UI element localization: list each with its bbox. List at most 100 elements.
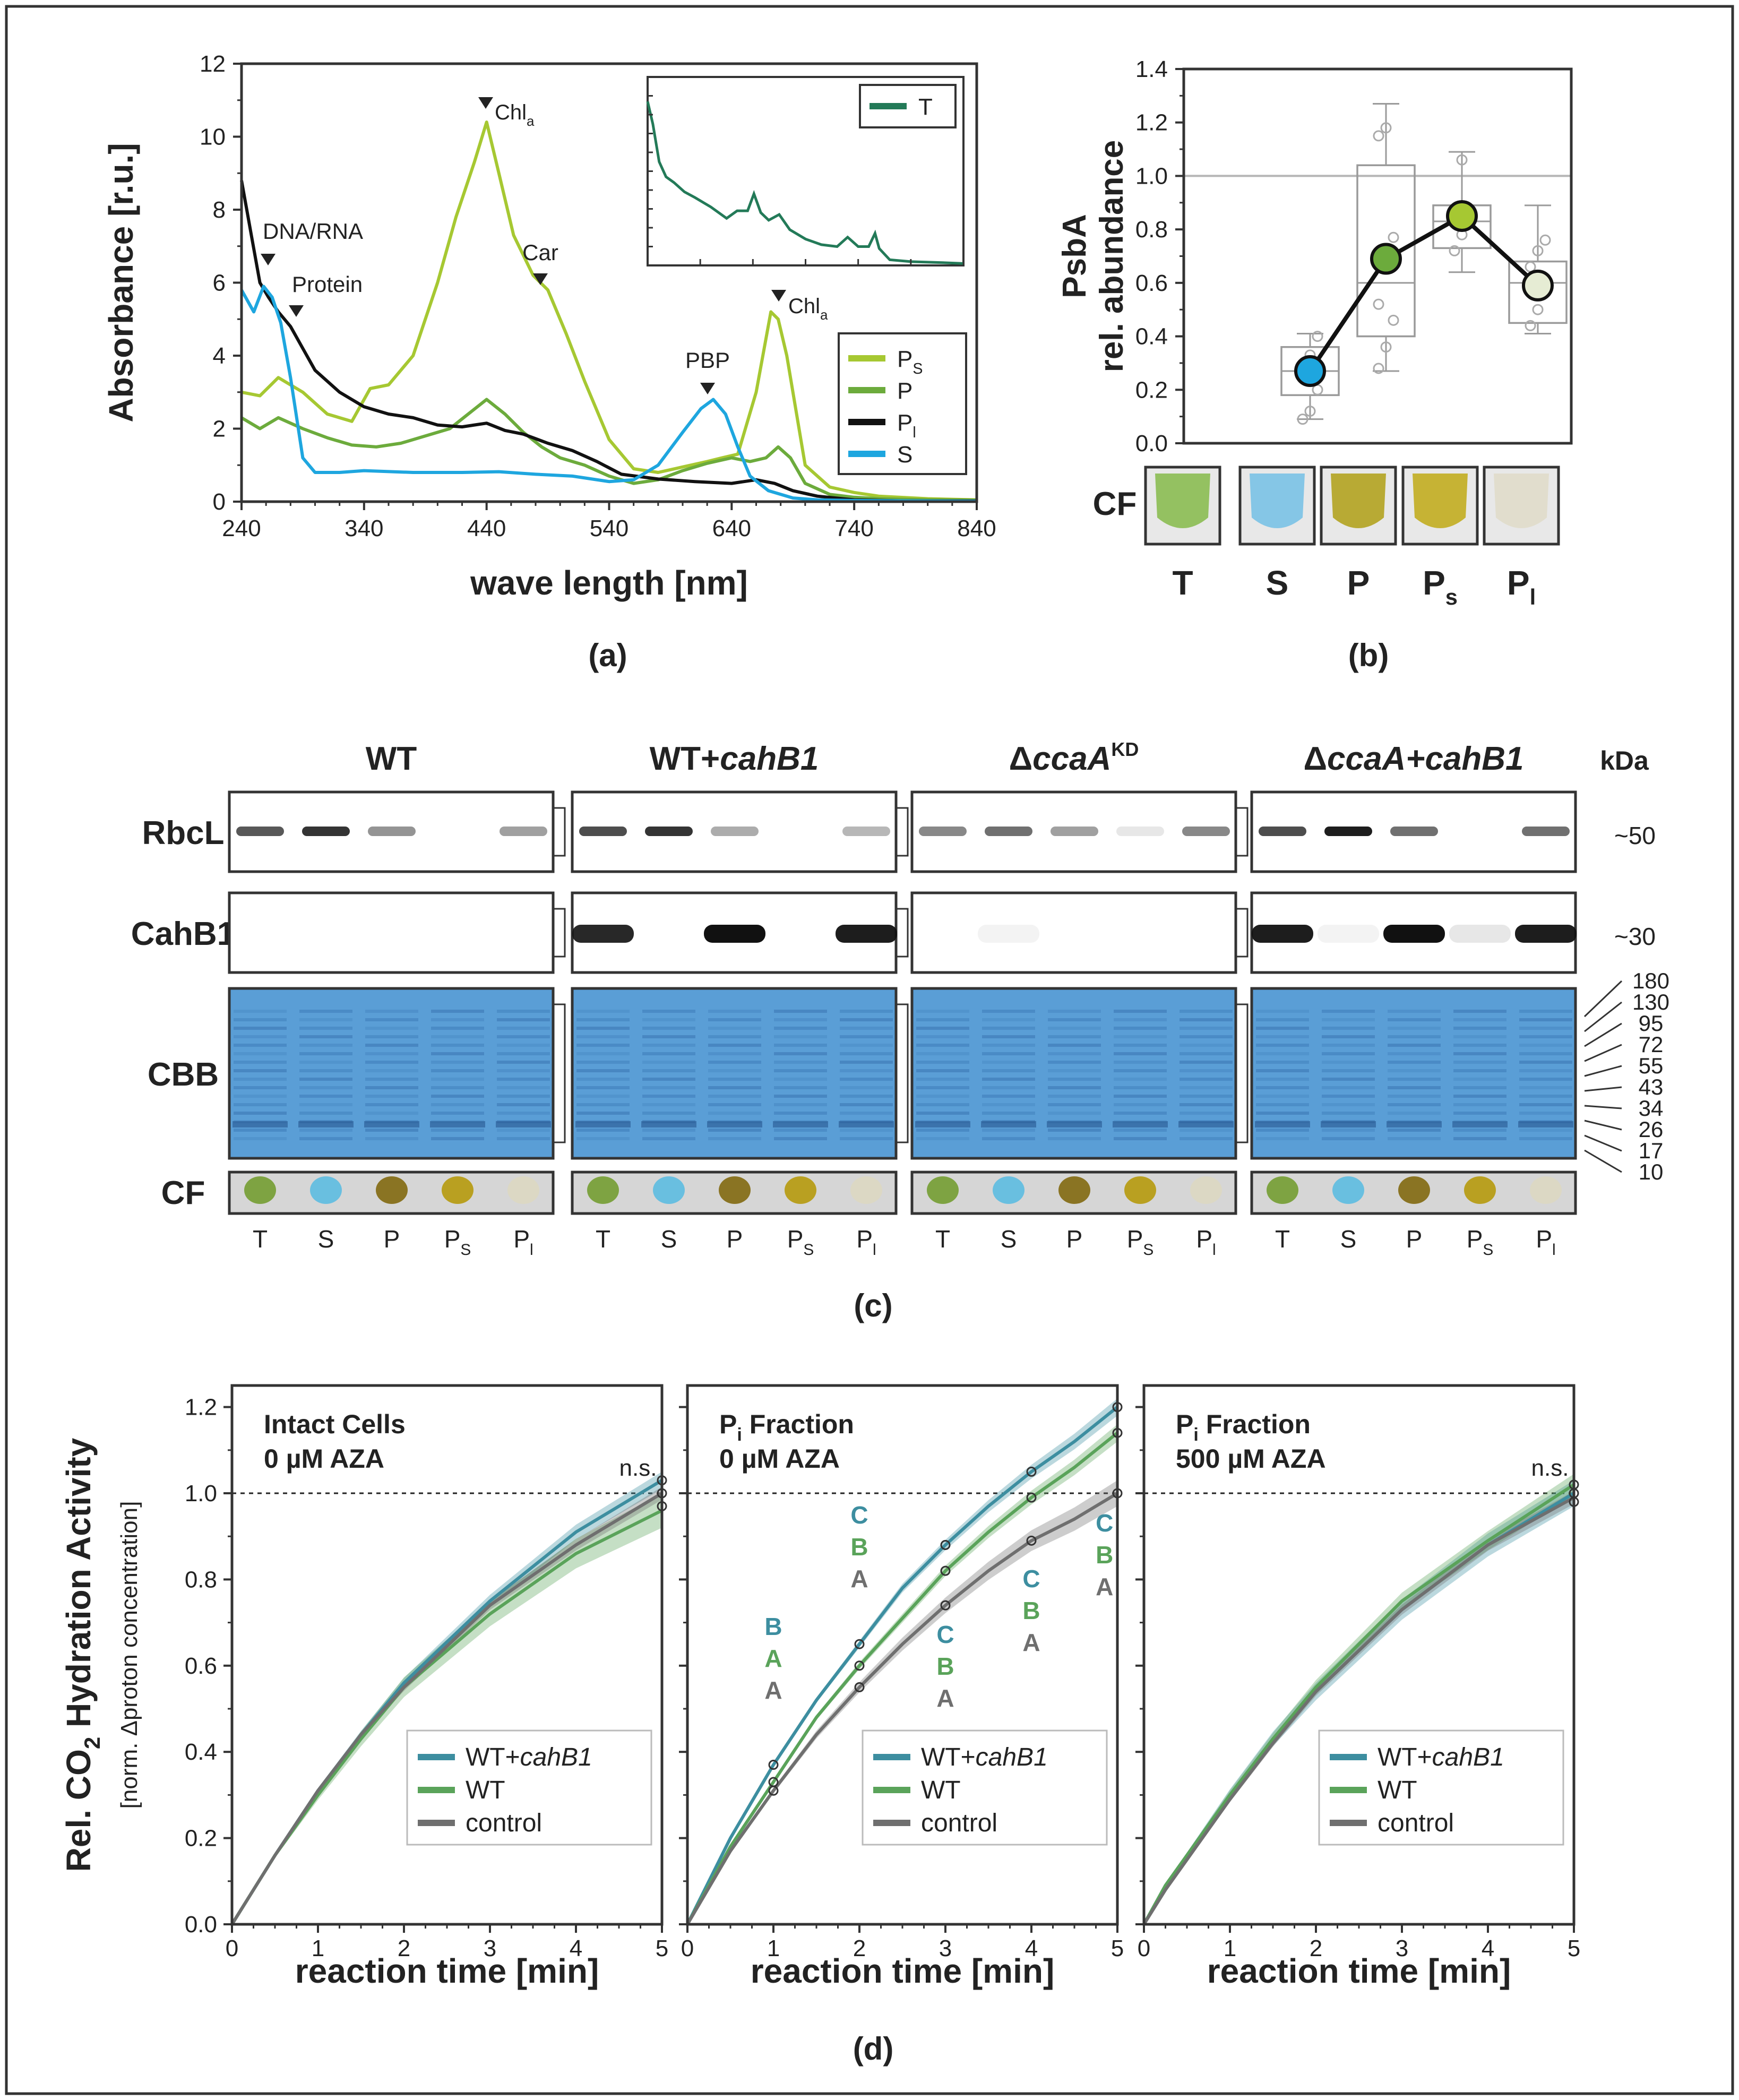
- cbb-band-strong: [707, 1121, 762, 1128]
- cbb-band: [1322, 1103, 1375, 1106]
- cbb-band: [982, 1137, 1035, 1140]
- cbb-band: [1048, 1035, 1101, 1038]
- cbb-band: [1453, 1061, 1506, 1064]
- cbb-band: [1453, 1137, 1506, 1140]
- annotation-chla-top-base: Chl: [495, 101, 527, 124]
- marker-leader: [1584, 1022, 1622, 1047]
- cbb-band: [774, 1086, 827, 1089]
- cbb-band: [576, 1061, 630, 1064]
- x-tick-label: 0: [226, 1935, 238, 1961]
- cbb-band: [299, 1086, 352, 1089]
- row-label-cf: CF: [161, 1175, 205, 1211]
- cbb-band: [1322, 1035, 1375, 1038]
- cf-tube: [310, 1176, 342, 1204]
- cbb-band: [299, 1095, 352, 1098]
- legend-entry-text: control: [921, 1809, 997, 1837]
- group-title-italic: ccaA+cahB1: [1327, 741, 1524, 777]
- lane-label-sub: S: [460, 1241, 471, 1259]
- cbb-band: [1519, 1027, 1572, 1030]
- legend-entry: PS: [897, 346, 923, 377]
- row-label-cahb1: CahB1: [131, 916, 235, 952]
- mean-marker-Pl: [1522, 269, 1554, 302]
- marker-kda-10: 10: [1639, 1159, 1664, 1184]
- cbb-band: [774, 1129, 827, 1132]
- cbb-band: [1180, 1112, 1233, 1115]
- cf-label-b: CF: [1093, 486, 1137, 522]
- cbb-band: [916, 1069, 969, 1072]
- marker-leader: [1584, 1044, 1622, 1062]
- cbb-band: [1256, 1018, 1309, 1021]
- annotation-protein: Protein: [292, 272, 363, 297]
- cbb-band: [1453, 1069, 1506, 1072]
- significance-letter: C: [1022, 1565, 1040, 1593]
- cbb-band: [708, 1027, 761, 1030]
- replicate-point: [1373, 363, 1384, 374]
- lane-label: PS: [787, 1225, 814, 1259]
- lane-label-base: T: [1275, 1225, 1290, 1253]
- blot-cahb1-0: [228, 891, 555, 974]
- lane-label: S: [1340, 1225, 1357, 1253]
- cbb-band-strong: [1047, 1121, 1102, 1128]
- group-connector: [1236, 1003, 1249, 1143]
- cbb-band: [1048, 1129, 1101, 1132]
- cbb-band: [1048, 1061, 1101, 1064]
- group-connector: [553, 1003, 566, 1143]
- cbb-band: [234, 1086, 287, 1089]
- cbb-band-strong: [1387, 1121, 1442, 1128]
- cbb-band: [431, 1129, 484, 1132]
- cbb-band: [1453, 1086, 1506, 1089]
- legend-entry: WT: [1378, 1776, 1417, 1804]
- y-tick-label: 6: [213, 270, 226, 296]
- cbb-band: [840, 1010, 893, 1013]
- group-connector: [896, 908, 909, 958]
- y-tick-label: 1.2: [185, 1395, 217, 1421]
- cbb-band-strong: [298, 1121, 354, 1128]
- cbb-band: [1256, 1095, 1309, 1098]
- legend-entry-sub: S: [912, 360, 923, 377]
- cbb-band: [982, 1129, 1035, 1132]
- cbb-band: [299, 1018, 352, 1021]
- cbb-band: [576, 1095, 630, 1098]
- cbb-band: [431, 1061, 484, 1064]
- cbb-band-strong: [773, 1121, 828, 1128]
- cbb-band: [774, 1061, 827, 1064]
- legend-entry: WT+cahB1: [466, 1743, 592, 1771]
- band-rbcl: [842, 827, 890, 836]
- cf-tube: [993, 1176, 1025, 1204]
- cbb-band: [774, 1095, 827, 1098]
- legend-entry-sub: l: [912, 424, 916, 441]
- replicate-point: [1297, 414, 1308, 425]
- cbb-band: [916, 1027, 969, 1030]
- y-axis-title-d: Rel. CO2 Hydration Activity: [59, 1438, 105, 1872]
- cbb-band: [916, 1137, 969, 1140]
- cbb-band: [1388, 1018, 1441, 1021]
- cbb-band: [642, 1052, 695, 1055]
- lane-label: P: [1066, 1225, 1083, 1253]
- cbb-band: [1519, 1018, 1572, 1021]
- cbb-band-strong: [1178, 1121, 1234, 1128]
- lane-label-base: S: [661, 1225, 677, 1253]
- cbb-band: [1256, 1010, 1309, 1013]
- x-axis-title-d1: reaction time [min]: [295, 1952, 599, 1990]
- title-rest: Fraction: [1199, 1409, 1311, 1439]
- cbb-band: [708, 1112, 761, 1115]
- cbb-band: [234, 1018, 287, 1021]
- cbb-band: [840, 1078, 893, 1081]
- cbb-band: [982, 1078, 1035, 1081]
- significance-letter: B: [936, 1653, 954, 1680]
- cbb-band: [708, 1010, 761, 1013]
- annotation-chla-right: Chla: [788, 295, 828, 323]
- significance-letter: B: [850, 1533, 868, 1561]
- cbb-band: [1180, 1078, 1233, 1081]
- cbb-band: [497, 1086, 550, 1089]
- cbb-band: [1453, 1010, 1506, 1013]
- band-rbcl: [368, 827, 416, 836]
- cbb-band: [708, 1052, 761, 1055]
- cbb-band: [1256, 1061, 1309, 1064]
- cf-tube: [507, 1176, 539, 1204]
- replicate-point: [1380, 122, 1392, 134]
- cbb-band: [1114, 1086, 1167, 1089]
- cbb-band: [982, 1112, 1035, 1115]
- group-title-0: WT: [366, 741, 417, 777]
- legend-entry-italic: cahB1: [1432, 1743, 1504, 1771]
